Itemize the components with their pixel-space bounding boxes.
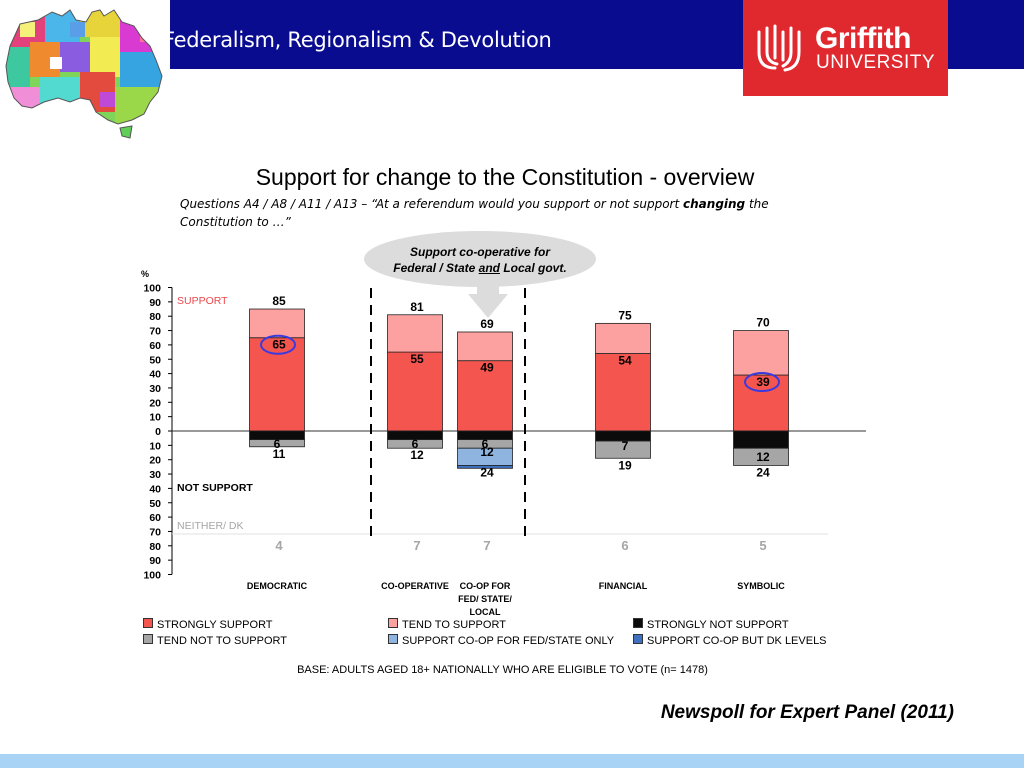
data-label-total-support: 70 — [756, 316, 770, 330]
data-label-strongly-not-support: 6 — [412, 437, 419, 451]
y-tick-label: 10 — [149, 412, 161, 424]
data-label-neither-dk: 6 — [621, 538, 628, 553]
callout-line2-a: Federal / State — [393, 261, 479, 275]
neither-region-label: NEITHER/ DK — [177, 520, 244, 532]
data-label-neither-dk: 7 — [413, 538, 420, 553]
y-tick-label: 30 — [149, 383, 161, 395]
y-tick-label: 50 — [149, 354, 161, 366]
header-title: Federalism, Regionalism & Devolution — [163, 28, 552, 52]
y-tick-label: 100 — [143, 570, 161, 582]
data-label-total-not-support: 19 — [618, 458, 632, 472]
y-tick-label: 70 — [149, 526, 161, 538]
y-tick-label: 20 — [149, 397, 161, 409]
bar-tend-not-to-support — [249, 439, 305, 448]
australia-map-icon — [5, 9, 163, 139]
data-label-neither-dk: 7 — [483, 538, 490, 553]
category-label: DEMOCRATIC — [247, 581, 308, 591]
footer-band — [0, 754, 1024, 768]
question-suffix: the Constitution to …” — [180, 197, 769, 229]
data-label-strongly-support: 65 — [272, 338, 286, 352]
bar-tend-not-to-support — [387, 439, 443, 449]
bar-strongly-not-support — [733, 430, 789, 449]
data-label-total-support: 85 — [272, 294, 286, 308]
data-label-strongly-not-support: 6 — [274, 437, 281, 451]
y-tick-label: 40 — [149, 369, 161, 381]
y-tick-label: 40 — [149, 483, 161, 495]
data-label-total-not-support: 24 — [756, 465, 770, 479]
callout-line2-b: and — [478, 261, 501, 275]
chart-question: Questions A4 / A8 / A11 / A13 – “At a re… — [180, 195, 800, 231]
data-label-total-support: 75 — [618, 308, 632, 322]
callout-line1: Support co-operative for — [409, 245, 550, 259]
y-tick-label: 20 — [149, 455, 161, 467]
bar-tend-to-support — [733, 330, 789, 376]
category-label: SYMBOLIC — [737, 581, 785, 591]
y-tick-label: 50 — [149, 498, 161, 510]
data-label-coop-fed-state-only: 12 — [480, 445, 494, 459]
y-tick-label: 60 — [149, 340, 161, 352]
y-tick-label: 30 — [149, 469, 161, 481]
data-label-strongly-support: 55 — [410, 352, 424, 366]
category-label: FINANCIAL — [599, 581, 648, 591]
y-axis-label: % — [141, 269, 149, 279]
y-tick-label: 80 — [149, 311, 161, 323]
data-label-total-support: 81 — [410, 300, 424, 314]
bar-tend-to-support — [457, 331, 513, 362]
support-region-label: SUPPORT — [177, 295, 228, 307]
bar-tend-to-support — [595, 322, 651, 354]
bar-coop-dk-levels — [457, 465, 513, 469]
data-label-strongly-support: 49 — [480, 361, 494, 375]
bar-tend-to-support — [387, 314, 443, 353]
data-label-total-support: 69 — [480, 317, 494, 331]
not-support-region-label: NOT SUPPORT — [177, 482, 253, 494]
y-tick-label: 10 — [149, 440, 161, 452]
university-name: Griffith — [815, 22, 911, 55]
data-label-strongly-not-support: 6 — [482, 437, 489, 451]
callout-bubble — [364, 231, 596, 287]
data-label-neither-dk: 4 — [275, 538, 283, 553]
highlight-circle — [260, 334, 296, 355]
category-label: CO-OP FOR FED/ STATE/LOCAL — [458, 581, 512, 617]
bar-tend-to-support — [249, 308, 305, 339]
question-emphasis: changing — [683, 197, 746, 211]
y-tick-label: 100 — [143, 283, 161, 295]
highlight-circle — [744, 372, 780, 393]
bar-tend-not-to-support — [595, 440, 651, 459]
data-label-neither-dk: 5 — [759, 538, 766, 553]
bar-strongly-support — [595, 353, 651, 432]
callout-line2-c: Local govt. — [500, 261, 567, 275]
source-credit: Newspoll for Expert Panel (2011) — [660, 702, 954, 723]
bar-strongly-support — [387, 351, 443, 432]
bar-tend-not-to-support — [733, 447, 789, 466]
category-label: CO-OPERATIVE — [381, 581, 449, 591]
y-tick-label: 70 — [149, 326, 161, 338]
callout-line2: Federal / State and Local govt. — [364, 260, 596, 276]
data-label-total-not-support: 24 — [480, 465, 494, 479]
y-tick-label: 90 — [149, 297, 161, 309]
data-label-total-not-support: 11 — [273, 447, 286, 461]
callout-text: Support co-operative for Federal / State… — [364, 244, 596, 276]
y-tick-label: 80 — [149, 541, 161, 553]
callout-arrow-icon — [468, 284, 508, 318]
data-label-strongly-support: 39 — [756, 375, 770, 389]
data-label-total-not-support: 12 — [410, 448, 424, 462]
data-label-strongly-support: 54 — [618, 354, 632, 368]
base-note: BASE: ADULTS AGED 18+ NATIONALLY WHO ARE… — [297, 664, 708, 676]
question-prefix: Questions A4 / A8 / A11 / A13 – “At a re… — [180, 197, 684, 211]
y-tick-label: 90 — [149, 555, 161, 567]
university-subtitle: UNIVERSITY — [816, 52, 936, 73]
university-crest-icon — [757, 24, 801, 72]
y-tick-label: 0 — [155, 426, 161, 438]
chart-title: Support for change to the Constitution -… — [255, 164, 755, 190]
bar-strongly-support — [457, 360, 513, 432]
data-label-strongly-not-support: 12 — [756, 450, 770, 464]
university-logo — [743, 0, 948, 96]
y-tick-label: 60 — [149, 512, 161, 524]
data-label-strongly-not-support: 7 — [622, 439, 629, 453]
